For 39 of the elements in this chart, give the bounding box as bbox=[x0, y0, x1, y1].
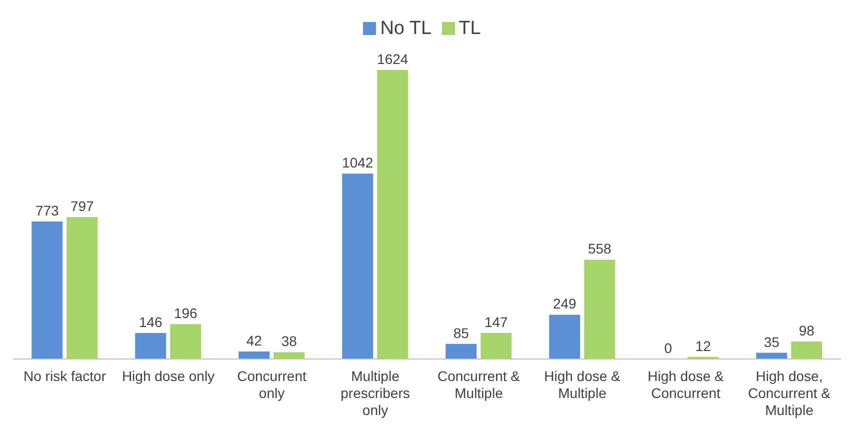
bar bbox=[549, 314, 580, 359]
data-label: 38 bbox=[281, 333, 298, 350]
bar bbox=[446, 344, 477, 359]
bar bbox=[791, 342, 822, 359]
data-label: 797 bbox=[70, 198, 94, 214]
data-label: 196 bbox=[174, 305, 198, 322]
data-label: 773 bbox=[35, 202, 60, 218]
data-label: 249 bbox=[552, 296, 577, 312]
data-label: 42 bbox=[246, 332, 262, 349]
legend-label: No TL bbox=[380, 18, 432, 39]
bar bbox=[377, 70, 408, 359]
data-label: 35 bbox=[764, 334, 780, 350]
bar bbox=[135, 333, 166, 359]
x-tick-label: High dose, Concurrent & Multiple bbox=[748, 368, 832, 418]
data-label: 0 bbox=[664, 340, 672, 356]
x-tick-label: Concurrent & Multiple bbox=[438, 368, 521, 401]
x-tick-label: Concurrent only bbox=[237, 368, 306, 401]
data-label: 146 bbox=[138, 314, 163, 330]
bar bbox=[170, 324, 202, 359]
x-tick-label: High dose & Multiple bbox=[544, 368, 622, 401]
x-tick-label: No risk factor bbox=[24, 368, 106, 384]
x-tick-label: High dose only bbox=[122, 368, 215, 384]
bar bbox=[342, 174, 374, 359]
data-label: 558 bbox=[588, 240, 612, 257]
bar bbox=[238, 352, 270, 359]
x-tick-label: High dose & Concurrent bbox=[648, 368, 725, 401]
bar bbox=[480, 332, 512, 359]
bar bbox=[66, 217, 98, 359]
bar bbox=[32, 221, 63, 359]
data-label: 12 bbox=[695, 338, 712, 354]
bar bbox=[584, 260, 616, 359]
data-label: 147 bbox=[484, 314, 508, 330]
data-label: 1624 bbox=[377, 51, 408, 67]
legend-label: TL bbox=[458, 18, 481, 39]
data-label: 1042 bbox=[342, 154, 374, 171]
data-label: 98 bbox=[798, 322, 815, 339]
x-tick-label: Multiple prescribers only bbox=[340, 368, 410, 418]
bar bbox=[274, 352, 305, 359]
data-label: 85 bbox=[453, 324, 470, 341]
